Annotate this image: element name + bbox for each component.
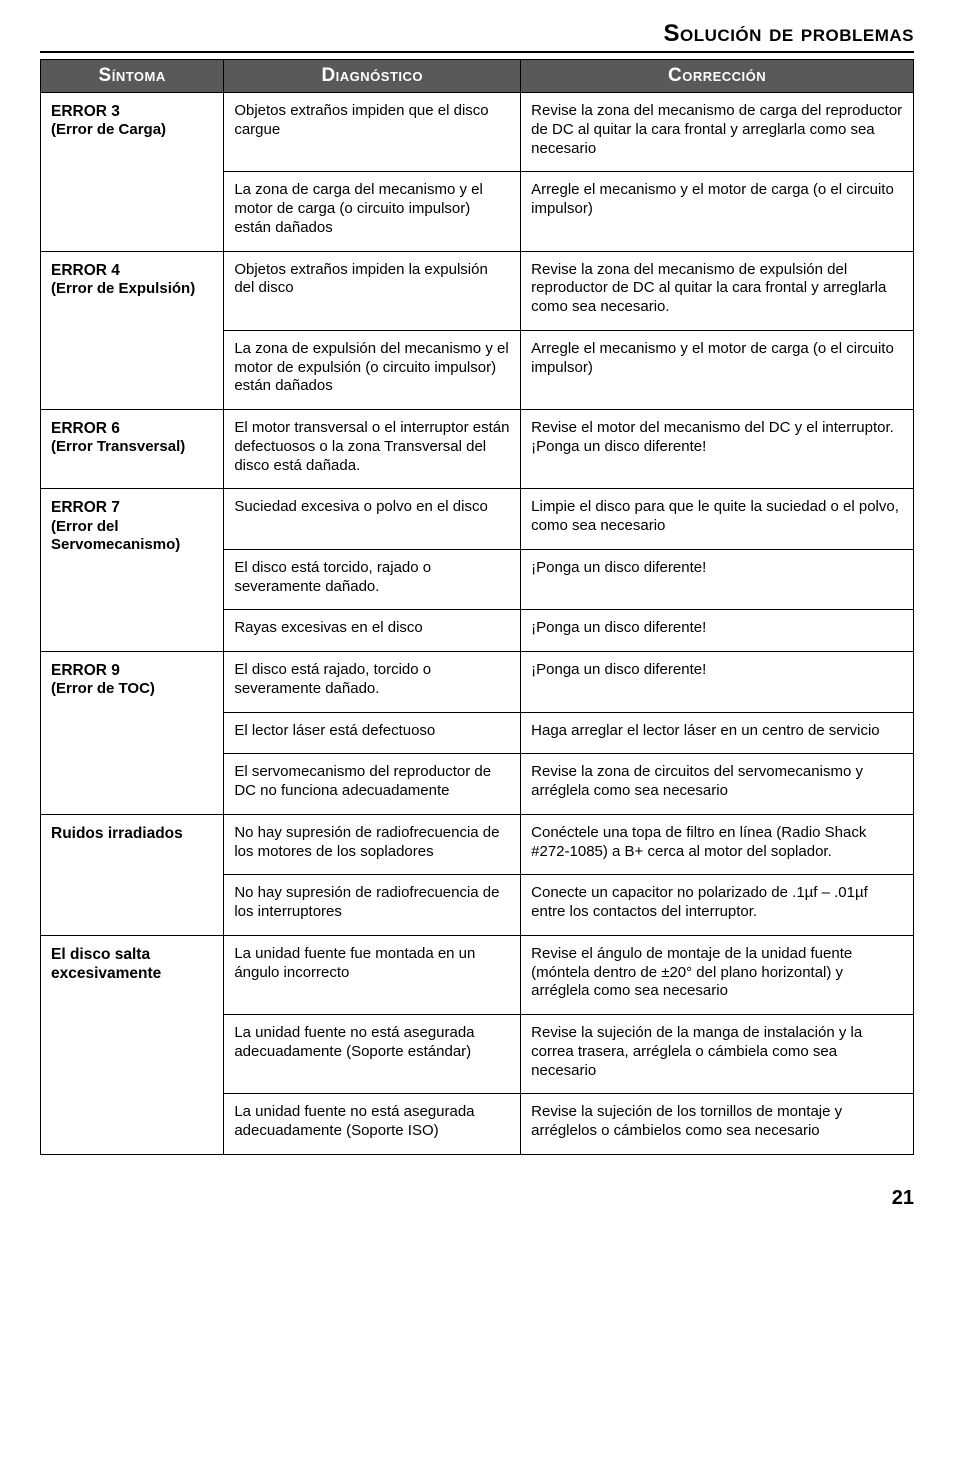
table-row: ERROR 9(Error de TOC) El disco está rajad… (41, 652, 914, 713)
correction-cell: Haga arreglar el lector láser en un cent… (521, 712, 914, 754)
correction-cell: Arregle el mecanismo y el motor de carga… (521, 172, 914, 251)
diagnosis-cell: El disco está rajado, torcido o severame… (224, 652, 521, 713)
correction-cell: Revise la zona del mecanismo de expulsió… (521, 251, 914, 330)
correction-cell: Revise la sujeción de los tornillos de m… (521, 1094, 914, 1155)
symptom-cell: ERROR 4(Error de Expulsión) (41, 251, 224, 410)
table-row: El disco salta excesivamente La unidad fu… (41, 935, 914, 1014)
table-header-row: Síntoma Diagnóstico Corrección (41, 60, 914, 93)
symptom-title: ERROR 9 (51, 661, 213, 680)
correction-cell: ¡Ponga un disco diferente! (521, 549, 914, 610)
diagnosis-cell: La zona de carga del mecanismo y el moto… (224, 172, 521, 251)
symptom-title: ERROR 3 (51, 102, 213, 121)
symptom-cell: ERROR 6(Error Transversal) (41, 410, 224, 489)
symptom-title: Ruidos irradiados (51, 824, 213, 843)
header-diagnostico: Diagnóstico (224, 60, 521, 93)
table-row: Ruidos irradiados No hay supresión de rad… (41, 814, 914, 875)
diagnosis-cell: La unidad fuente no está asegurada adecu… (224, 1094, 521, 1155)
diagnosis-cell: La unidad fuente no está asegurada adecu… (224, 1015, 521, 1094)
diagnosis-cell: El lector láser está defectuoso (224, 712, 521, 754)
symptom-title: El disco salta excesivamente (51, 945, 213, 984)
correction-cell: Revise la zona del mecanismo de carga de… (521, 93, 914, 172)
diagnosis-cell: El servomecanismo del reproductor de DC … (224, 754, 521, 815)
diagnosis-cell: No hay supresión de radiofrecuencia de l… (224, 814, 521, 875)
page-number: 21 (40, 1187, 914, 1210)
diagnosis-cell: La zona de expulsión del mecanismo y el … (224, 330, 521, 409)
symptom-cell: ERROR 7(Error del Servomecanismo) (41, 489, 224, 652)
table-row: ERROR 3(Error de Carga) Objetos extraños … (41, 93, 914, 172)
header-sintoma: Síntoma (41, 60, 224, 93)
diagnosis-cell: Objetos extraños impiden que el disco ca… (224, 93, 521, 172)
correction-cell: ¡Ponga un disco diferente! (521, 610, 914, 652)
correction-cell: ¡Ponga un disco diferente! (521, 652, 914, 713)
troubleshooting-table: Síntoma Diagnóstico Corrección ERROR 3(E… (40, 59, 914, 1155)
correction-cell: Limpie el disco para que le quite la suc… (521, 489, 914, 550)
diagnosis-cell: Suciedad excesiva o polvo en el disco (224, 489, 521, 550)
section-title: Solución de problemas (40, 20, 914, 53)
header-correccion: Corrección (521, 60, 914, 93)
symptom-subtitle: (Error del Servomecanismo) (51, 518, 213, 556)
symptom-subtitle: (Error de TOC) (51, 680, 213, 699)
correction-cell: Revise el motor del mecanismo del DC y e… (521, 410, 914, 489)
diagnosis-cell: El disco está torcido, rajado o severame… (224, 549, 521, 610)
diagnosis-cell: Objetos extraños impiden la expulsión de… (224, 251, 521, 330)
diagnosis-cell: Rayas excesivas en el disco (224, 610, 521, 652)
correction-cell: Revise la sujeción de la manga de instal… (521, 1015, 914, 1094)
symptom-cell: ERROR 3(Error de Carga) (41, 93, 224, 252)
symptom-subtitle: (Error de Expulsión) (51, 280, 213, 299)
table-row: ERROR 7(Error del Servomecanismo)Sucieda… (41, 489, 914, 550)
symptom-cell: Ruidos irradiados (41, 814, 224, 935)
symptom-cell: ERROR 9(Error de TOC) (41, 652, 224, 815)
correction-cell: Arregle el mecanismo y el motor de carga… (521, 330, 914, 409)
correction-cell: Conecte un capacitor no polarizado de .1… (521, 875, 914, 936)
symptom-title: ERROR 7 (51, 498, 213, 517)
symptom-title: ERROR 6 (51, 419, 213, 438)
symptom-title: ERROR 4 (51, 261, 213, 280)
correction-cell: Conéctele una topa de filtro en línea (R… (521, 814, 914, 875)
table-row: ERROR 6(Error Transversal)El motor trans… (41, 410, 914, 489)
correction-cell: Revise el ángulo de montaje de la unidad… (521, 935, 914, 1014)
table-row: ERROR 4(Error de Expulsión) Objetos extra… (41, 251, 914, 330)
diagnosis-cell: La unidad fuente fue montada en un ángul… (224, 935, 521, 1014)
symptom-subtitle: (Error Transversal) (51, 438, 213, 457)
correction-cell: Revise la zona de circuitos del servomec… (521, 754, 914, 815)
diagnosis-cell: El motor transversal o el interruptor es… (224, 410, 521, 489)
symptom-cell: El disco salta excesivamente (41, 935, 224, 1154)
diagnosis-cell: No hay supresión de radiofrecuencia de l… (224, 875, 521, 936)
symptom-subtitle: (Error de Carga) (51, 121, 213, 140)
